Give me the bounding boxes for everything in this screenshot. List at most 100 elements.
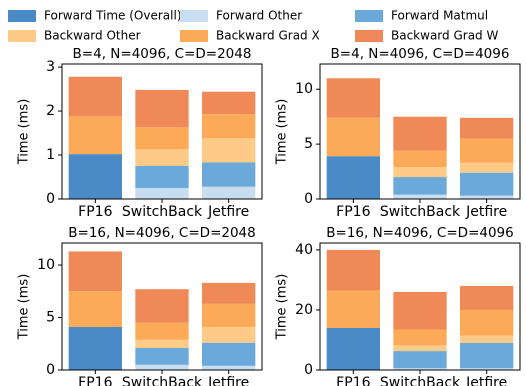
bar-segment [460, 368, 514, 370]
bar-segment [68, 326, 122, 370]
x-tick-label: Jetfire [207, 204, 249, 220]
axes-frame [319, 63, 521, 200]
bar-segment [393, 150, 447, 168]
bar-segment [68, 291, 122, 327]
bar-segment [135, 89, 189, 128]
bar-segment [326, 117, 380, 157]
y-axis-label: Time (ms) [275, 99, 290, 166]
legend-swatch [180, 30, 208, 42]
legend-swatch [355, 30, 383, 42]
y-tick-label: 10 [37, 257, 55, 273]
bar-segment [202, 114, 256, 139]
y-tick-label: 2 [46, 103, 55, 119]
bar-segment [135, 127, 189, 150]
bar-segment [135, 364, 189, 370]
y-tick-label: 0 [46, 362, 55, 378]
bar-segment [393, 167, 447, 178]
y-tick-label: 5 [304, 136, 313, 152]
y-tick-label: 0 [46, 191, 55, 207]
bar-segment [393, 194, 447, 199]
bar-segment [393, 291, 447, 330]
bar-segment [326, 249, 380, 291]
bar-segment [393, 345, 447, 352]
x-tick-label: Jetfire [465, 204, 507, 220]
bar-segment [202, 138, 256, 163]
bar-segment [393, 177, 447, 195]
x-tick-label: FP16 [78, 375, 112, 386]
bar-segment [326, 327, 380, 370]
bar-segment [68, 251, 122, 292]
axes-frame [61, 63, 263, 200]
bar-segment [135, 289, 189, 323]
y-tick-label: 0 [304, 362, 313, 378]
legend-label: Forward Other [216, 9, 302, 23]
bar-segment [202, 326, 256, 343]
axes-frame [319, 242, 521, 371]
x-tick-label: SwitchBack [122, 204, 203, 220]
y-axis-label: Time (ms) [17, 274, 32, 341]
legend-swatch [8, 30, 36, 42]
bar-segment [202, 186, 256, 199]
bar-segment [393, 368, 447, 370]
bar-segment [326, 78, 380, 118]
legend-label: Forward Time (Overall) [44, 9, 182, 23]
bar-segment [326, 156, 380, 199]
legend-label: Backward Other [44, 29, 141, 43]
bar-segment [460, 162, 514, 173]
bar-segment [460, 117, 514, 139]
bar-segment [202, 282, 256, 304]
x-tick-label: FP16 [78, 204, 112, 220]
bar-segment [68, 116, 122, 155]
bar-segment [393, 329, 447, 346]
legend-label: Backward Grad X [216, 29, 320, 43]
y-tick-label: 3 [46, 59, 55, 75]
bar-segment [460, 138, 514, 163]
y-tick-label: 1 [46, 147, 55, 163]
y-tick-label: 40 [295, 242, 313, 258]
subplot-title: B=4, N=4096, C=D=2048 [73, 46, 252, 62]
legend-label: Forward Matmul [391, 9, 488, 23]
bar-segment [393, 116, 447, 151]
bar-segment [135, 347, 189, 365]
y-tick-label: 10 [295, 81, 313, 97]
y-axis-label: Time (ms) [275, 274, 290, 341]
x-tick-label: SwitchBack [380, 204, 461, 220]
subplot-title: B=4, N=4096, C=D=4096 [331, 46, 510, 62]
bar-segment [135, 166, 189, 189]
bar-segment [68, 154, 122, 199]
legend-swatch [8, 10, 36, 22]
x-tick-label: Jetfire [207, 375, 249, 386]
legend-swatch [355, 10, 383, 22]
bar-segment [460, 342, 514, 369]
bar-segment [202, 303, 256, 327]
legend-label: Backward Grad W [391, 29, 498, 43]
bar-segment [393, 351, 447, 369]
bar-segment [68, 76, 122, 117]
bar-segment [135, 339, 189, 348]
bar-segment [460, 309, 514, 336]
bar-segment [202, 162, 256, 187]
bar-segment [135, 149, 189, 167]
axes-frame [61, 242, 263, 371]
bar-segment [326, 290, 380, 328]
x-tick-label: FP16 [336, 204, 370, 220]
y-tick-label: 20 [295, 302, 313, 318]
x-tick-label: SwitchBack [380, 375, 461, 386]
bar-segment [202, 91, 256, 115]
bar-segment [135, 322, 189, 340]
bar-segment [460, 335, 514, 343]
legend-swatch [180, 10, 208, 22]
x-tick-label: SwitchBack [122, 375, 203, 386]
bar-segment [460, 195, 514, 199]
subplot-title: B=16, N=4096, C=D=2048 [68, 225, 255, 241]
bar-segment [202, 342, 256, 366]
bar-segment [460, 285, 514, 310]
y-axis-label: Time (ms) [17, 99, 32, 166]
bar-segment [460, 172, 514, 196]
y-tick-label: 5 [46, 310, 55, 326]
bar-segment [135, 188, 189, 199]
subplot-title: B=16, N=4096, C=D=4096 [326, 225, 513, 241]
bar-segment [202, 365, 256, 370]
x-tick-label: Jetfire [465, 375, 507, 386]
y-tick-label: 0 [304, 191, 313, 207]
